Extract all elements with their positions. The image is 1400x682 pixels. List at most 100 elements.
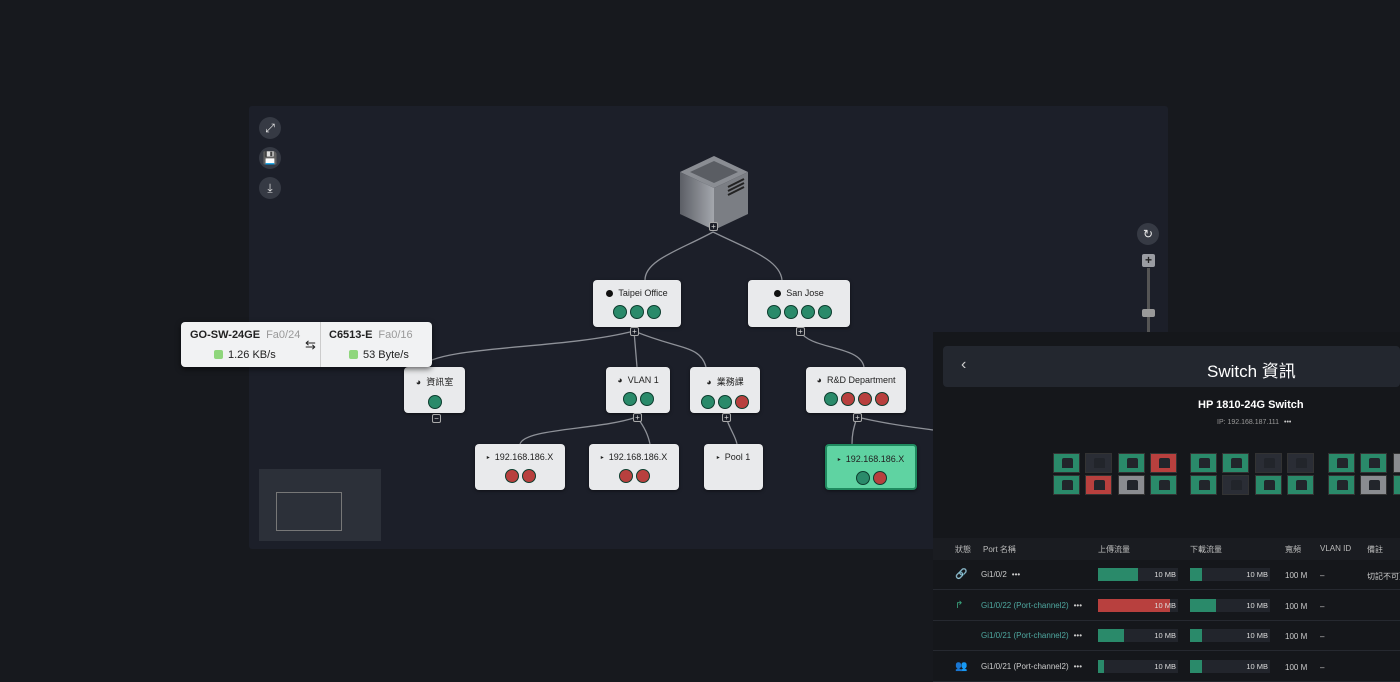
more-button[interactable]: ••• <box>1073 600 1083 610</box>
switch-port[interactable] <box>1393 475 1400 495</box>
traffic-rate: 53 Byte/s <box>363 348 409 361</box>
switch-port[interactable] <box>1085 453 1112 473</box>
fullscreen-icon[interactable]: ⤢ <box>259 117 281 139</box>
port-name[interactable]: Gi1/0/21 (Port-channel2) <box>981 631 1069 640</box>
minimap-viewport[interactable] <box>276 492 342 531</box>
service-status-icon[interactable] <box>823 392 838 406</box>
service-status-icon[interactable] <box>521 469 536 483</box>
topology-node[interactable]: San Jose <box>748 280 850 327</box>
refresh-icon[interactable]: ↻ <box>1137 223 1159 245</box>
expand-button[interactable]: + <box>633 413 642 422</box>
switch-port[interactable] <box>1053 475 1080 495</box>
download-icon[interactable]: ⤓ <box>259 177 281 199</box>
service-status-icon[interactable] <box>857 392 872 406</box>
service-status-icon[interactable] <box>840 392 855 406</box>
topology-node[interactable]: ◕ R&D Department <box>806 367 906 413</box>
download-traffic-bar: 10 MB <box>1190 598 1270 612</box>
vlan-id: – <box>1320 571 1325 580</box>
switch-port[interactable] <box>1222 453 1249 473</box>
upload-traffic-bar: 10 MB <box>1098 659 1178 673</box>
node-label: 業務課 <box>716 377 744 387</box>
node-label: R&D Department <box>826 375 896 385</box>
topology-node[interactable]: ▸ Pool 1 <box>704 444 763 490</box>
switch-port[interactable] <box>1190 475 1217 495</box>
topology-node[interactable]: ◕ VLAN 1 <box>606 367 670 413</box>
expand-button[interactable]: + <box>853 413 862 422</box>
service-status-icon[interactable] <box>427 395 442 409</box>
switch-port[interactable] <box>1287 475 1314 495</box>
zoom-slider-track[interactable] <box>1147 268 1150 332</box>
port-name: Gi1/0/2 <box>981 570 1007 579</box>
switch-port[interactable] <box>1053 453 1080 473</box>
expand-button[interactable]: + <box>722 413 731 422</box>
topology-node[interactable]: ◕ 資訊室 <box>404 367 465 413</box>
service-status-icon[interactable] <box>622 392 637 406</box>
service-status-icon[interactable] <box>874 392 889 406</box>
node-label: Pool 1 <box>724 452 751 462</box>
service-status-icon[interactable] <box>783 305 798 319</box>
service-status-icon[interactable] <box>504 469 519 483</box>
table-row[interactable]: Gi1/0/21 (Port-channel2) ••• 10 MB 10 MB… <box>933 621 1400 651</box>
switch-port[interactable] <box>1118 453 1145 473</box>
service-status-icon[interactable] <box>855 471 870 485</box>
service-status-icon[interactable] <box>635 469 650 483</box>
table-row[interactable]: ↱ Gi1/0/22 (Port-channel2) ••• 10 MB 10 … <box>933 591 1400 621</box>
switch-port[interactable] <box>1118 475 1145 495</box>
switch-port[interactable] <box>1360 475 1387 495</box>
expand-button[interactable]: + <box>630 327 639 336</box>
column-header: 寬頻 <box>1285 545 1301 554</box>
topology-node[interactable]: Taipei Office <box>593 280 681 327</box>
table-row[interactable]: 🔗 Gi1/0/2 ••• 10 MB 10 MB 100 M – 切記不可更 <box>933 560 1400 590</box>
service-status-icon[interactable] <box>618 469 633 483</box>
service-status-icon[interactable] <box>647 305 661 319</box>
service-status-icon[interactable] <box>800 305 815 319</box>
port-name[interactable]: Gi1/0/22 (Port-channel2) <box>981 600 1069 610</box>
topology-node[interactable]: ▸ 192.168.186.X <box>825 444 917 490</box>
more-button[interactable]: ••• <box>1284 419 1292 426</box>
table-row[interactable]: 👥 Gi1/0/21 (Port-channel2) ••• 10 MB 10 … <box>933 652 1400 682</box>
link-icon: 🔗 <box>955 569 968 580</box>
service-status-icon[interactable] <box>766 305 781 319</box>
switch-port[interactable] <box>1255 475 1282 495</box>
switch-port[interactable] <box>1150 453 1177 473</box>
topology-node[interactable]: ◕ 業務課 <box>690 367 760 413</box>
switch-port[interactable] <box>1393 453 1400 473</box>
node-label: 資訊室 <box>426 377 454 387</box>
server-icon[interactable] <box>676 152 752 234</box>
download-traffic-bar: 10 MB <box>1190 659 1270 673</box>
service-status-icon[interactable] <box>817 305 832 319</box>
more-button[interactable]: ••• <box>1011 570 1021 579</box>
switch-port[interactable] <box>1085 475 1112 495</box>
switch-port[interactable] <box>1328 453 1355 473</box>
more-button[interactable]: ••• <box>1073 661 1083 671</box>
expand-button[interactable]: + <box>709 222 718 231</box>
file-icon: ▸ <box>600 454 604 461</box>
zoom-slider-thumb[interactable] <box>1142 309 1155 317</box>
status-indicator <box>214 349 223 359</box>
save-icon[interactable]: 💾 <box>259 147 281 169</box>
vlan-id: – <box>1320 662 1325 672</box>
service-status-icon[interactable] <box>613 305 627 319</box>
switch-port[interactable] <box>1328 475 1355 495</box>
switch-port[interactable] <box>1190 453 1217 473</box>
switch-port[interactable] <box>1150 475 1177 495</box>
switch-port[interactable] <box>1360 453 1387 473</box>
service-status-icon[interactable] <box>872 471 887 485</box>
service-status-icon[interactable] <box>735 395 749 409</box>
collapse-button[interactable]: − <box>432 414 441 423</box>
topology-node[interactable]: ▸ 192.168.186.X <box>475 444 565 490</box>
switch-port[interactable] <box>1287 453 1314 473</box>
topology-node[interactable]: ▸ 192.168.186.X <box>589 444 679 490</box>
location-icon <box>606 289 614 297</box>
more-button[interactable]: ••• <box>1073 631 1083 640</box>
service-status-icon[interactable] <box>630 305 644 319</box>
switch-port[interactable] <box>1255 453 1282 473</box>
expand-button[interactable]: + <box>796 327 805 336</box>
minimap[interactable] <box>259 469 381 541</box>
service-status-icon[interactable] <box>639 392 654 406</box>
back-button[interactable]: ‹ <box>961 356 967 373</box>
zoom-in-button[interactable]: + <box>1142 254 1155 267</box>
service-status-icon[interactable] <box>718 395 732 409</box>
switch-port[interactable] <box>1222 475 1249 495</box>
service-status-icon[interactable] <box>701 395 715 409</box>
